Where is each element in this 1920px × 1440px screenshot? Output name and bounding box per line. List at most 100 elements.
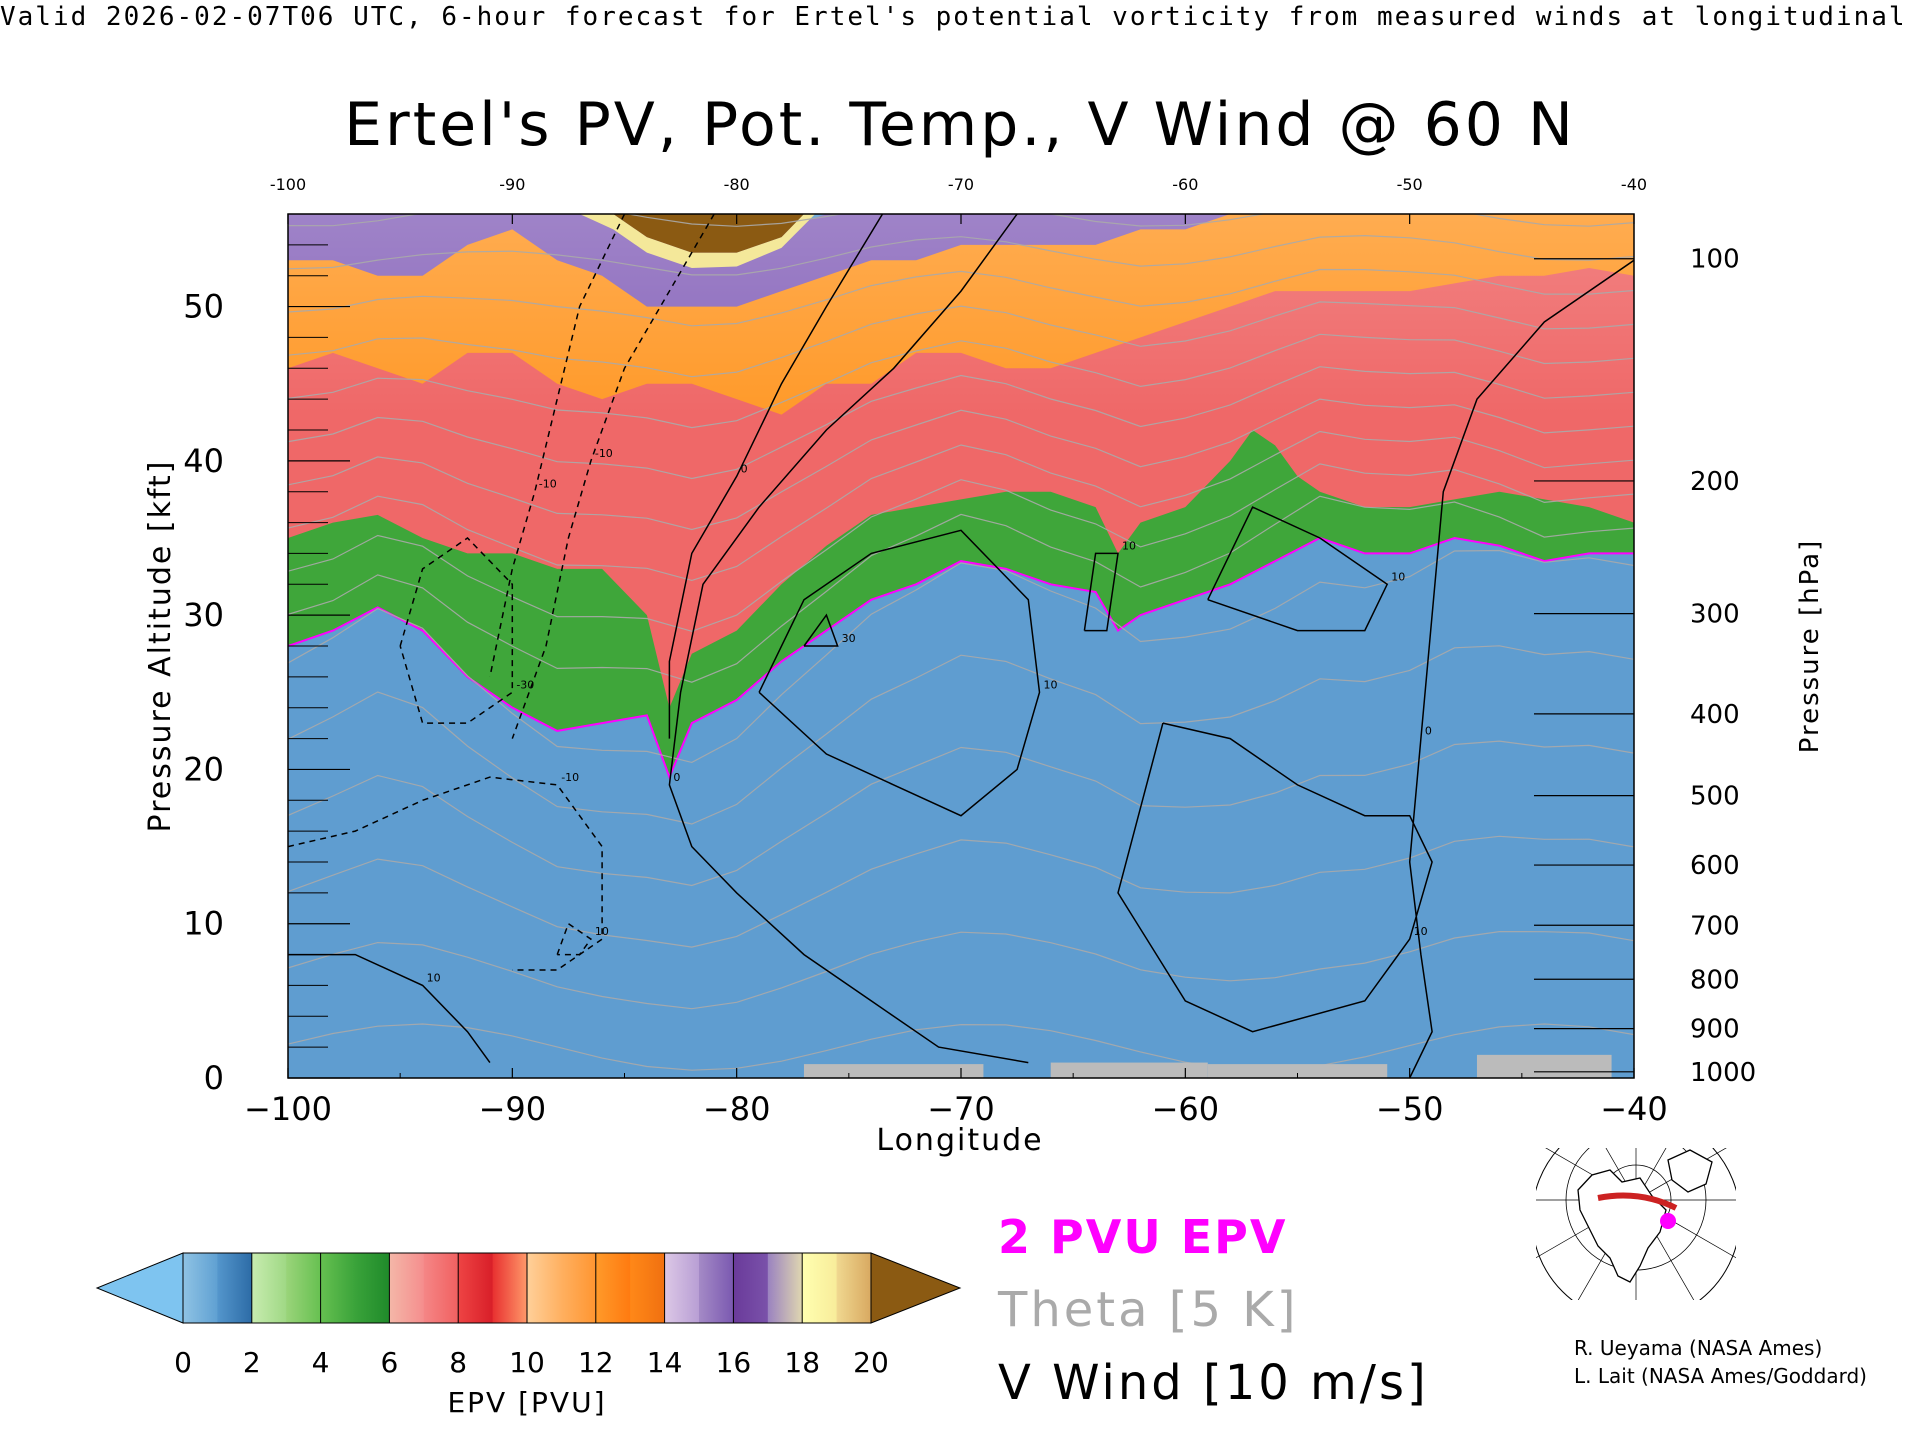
colorbar-band xyxy=(561,1253,597,1323)
v-wind-contour-label: 10 xyxy=(427,971,441,984)
colorbar-tick-label: 0 xyxy=(174,1346,192,1379)
v-wind-contour xyxy=(511,214,715,739)
v-wind-contour-label: 0 xyxy=(1425,725,1432,738)
colorbar-band xyxy=(217,1253,253,1323)
legend-theta: Theta [5 K] xyxy=(998,1282,1299,1338)
colorbar-band xyxy=(458,1253,494,1323)
credit-line-2: L. Lait (NASA Ames/Goddard) xyxy=(1574,1364,1867,1388)
v-wind-contour-label: 10 xyxy=(1391,570,1405,583)
theta-contour xyxy=(288,301,1634,378)
credit-line-1: R. Ueyama (NASA Ames) xyxy=(1574,1336,1823,1360)
colorbar-tick-label: 2 xyxy=(243,1346,261,1379)
globe-locator-map xyxy=(1536,1148,1736,1300)
v-wind-contour xyxy=(556,922,592,956)
legend-2pvu-epv: 2 PVU EPV xyxy=(998,1210,1288,1264)
colorbar-band xyxy=(664,1253,700,1323)
y-tick-label: 10 xyxy=(183,905,224,943)
y-tick-label: 30 xyxy=(183,596,224,634)
theta-contour xyxy=(288,930,1634,1010)
v-wind-contour xyxy=(1207,506,1389,632)
y-axis-label: Pressure Altitude [kft] xyxy=(143,460,178,833)
x-tick-label: −100 xyxy=(244,1090,332,1128)
colorbar-band xyxy=(320,1253,356,1323)
theta-contour xyxy=(288,1023,1634,1071)
colorbar-band xyxy=(630,1253,666,1323)
x-tick-label: −90 xyxy=(479,1090,547,1128)
v-wind-contour-label: 10 xyxy=(1122,539,1136,552)
y-tick-label: 0 xyxy=(204,1059,224,1097)
x-axis-label: Longitude xyxy=(876,1123,1043,1158)
colorbar-band xyxy=(836,1253,872,1323)
colorbar-tick-label: 8 xyxy=(449,1346,467,1379)
colorbar-band xyxy=(389,1253,425,1323)
x-tick-label: −60 xyxy=(1152,1090,1220,1128)
theta-contour xyxy=(288,234,1634,276)
colorbar-tick-label: 20 xyxy=(853,1346,889,1379)
theta-contour xyxy=(288,549,1634,764)
pv-patch xyxy=(613,214,804,253)
theta-contour xyxy=(288,645,1634,825)
y-tick-label: 40 xyxy=(183,442,224,480)
greenland-outline xyxy=(1667,1149,1713,1193)
colorbar-label: EPV [PVU] xyxy=(447,1386,606,1419)
pressure-tick-label: 900 xyxy=(1690,1015,1740,1045)
theta-contour xyxy=(288,398,1634,531)
pressure-tick-label: 800 xyxy=(1690,965,1740,995)
pressure-tick-label: 700 xyxy=(1690,911,1740,941)
colorbar-band xyxy=(699,1253,734,1323)
y-tick-label: 50 xyxy=(183,288,224,326)
x-top-tick-label: -70 xyxy=(948,175,974,194)
v-wind-contour-label: 10 xyxy=(1044,678,1058,691)
location-marker xyxy=(1660,1213,1676,1229)
theta-contour xyxy=(288,740,1634,887)
v-wind-contour-label: -30 xyxy=(516,678,534,691)
v-wind-contour xyxy=(758,529,1041,817)
colorbar-band xyxy=(251,1253,287,1323)
pv-2pvu-line xyxy=(288,536,1634,780)
colorbar-under-arrow xyxy=(95,1252,184,1324)
colorbar-tick-label: 10 xyxy=(509,1346,545,1379)
colorbar-band xyxy=(355,1253,390,1323)
colorbar-tick-label: 4 xyxy=(312,1346,330,1379)
v-wind-contour xyxy=(803,613,839,647)
forecast-banner: Valid 2026-02-07T06 UTC, 6-hour forecast… xyxy=(0,2,1920,32)
theta-contour xyxy=(288,495,1634,683)
cross-section-track xyxy=(1597,1192,1678,1211)
v-wind-contour xyxy=(1117,722,1433,1033)
y2-axis-label: Pressure [hPa] xyxy=(1795,539,1825,754)
stratosphere-shading xyxy=(288,214,1634,414)
x-top-tick-label: -40 xyxy=(1621,175,1647,194)
colorbar-band xyxy=(423,1253,459,1323)
topography-block xyxy=(1050,1062,1208,1078)
v-wind-contour-label: 30 xyxy=(842,632,856,645)
pressure-tick-label: 600 xyxy=(1690,851,1740,881)
pressure-tick-label: 400 xyxy=(1690,700,1740,730)
v-wind-contour xyxy=(668,214,884,739)
colorbar-over-arrow xyxy=(870,1252,962,1324)
x-tick-label: −50 xyxy=(1376,1090,1444,1128)
x-top-tick-label: -100 xyxy=(270,175,306,194)
colorbar-band xyxy=(527,1253,562,1323)
colorbar-band xyxy=(767,1253,803,1323)
chart-title: Ertel's PV, Pot. Temp., V Wind @ 60 N xyxy=(344,90,1576,160)
x-top-tick-label: -90 xyxy=(499,175,525,194)
pressure-tick-label: 200 xyxy=(1690,467,1740,497)
colorbar-tick-label: 16 xyxy=(716,1346,752,1379)
meridian-line xyxy=(1635,1148,1667,1201)
v-wind-contour-label: -10 xyxy=(539,478,557,491)
colorbar-band xyxy=(492,1253,528,1323)
x-top-tick-label: -80 xyxy=(724,175,750,194)
v-wind-contour-label: 10 xyxy=(595,925,609,938)
v-wind-contour xyxy=(288,776,603,971)
v-wind-contour xyxy=(399,537,514,724)
theta-contour xyxy=(288,430,1634,582)
theta-contour xyxy=(288,268,1634,327)
v-wind-contour xyxy=(1408,259,1634,1078)
colorbar-band xyxy=(733,1253,769,1323)
x-top-tick-label: -50 xyxy=(1397,175,1423,194)
pressure-tick-label: 1000 xyxy=(1690,1058,1756,1088)
colorbar-band xyxy=(595,1253,631,1323)
colorbar-band xyxy=(802,1253,838,1323)
x-tick-label: −80 xyxy=(703,1090,771,1128)
v-wind-contour xyxy=(1083,552,1119,632)
